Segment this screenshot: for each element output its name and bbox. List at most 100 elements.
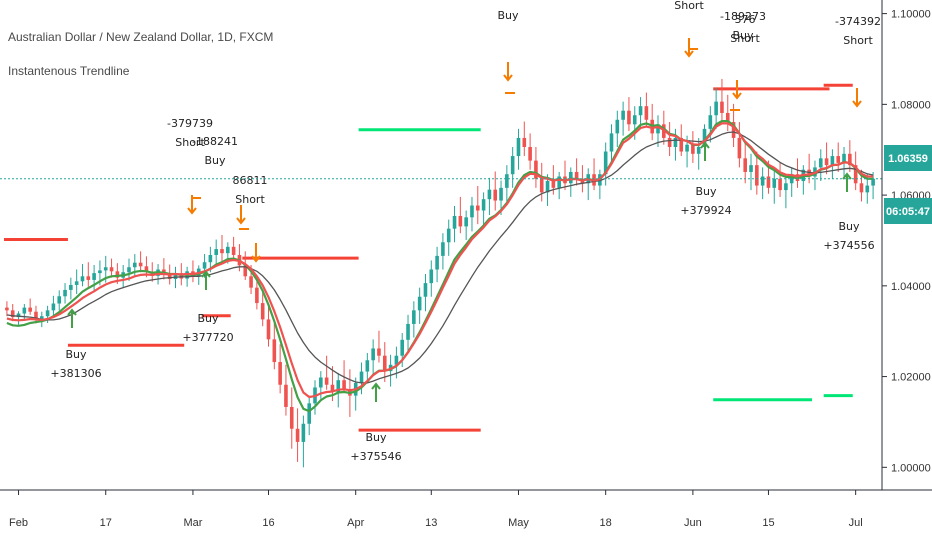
signal-annotation-label: -188241: [192, 135, 238, 148]
candle-body: [272, 339, 277, 363]
signal-annotation-label: Buy: [204, 154, 226, 167]
candle-body: [760, 176, 765, 186]
candle-body: [464, 217, 468, 227]
candle-body: [63, 289, 67, 297]
candle: [16, 311, 21, 325]
candle-body: [144, 266, 149, 272]
signal-annotation-label: -189273: [720, 10, 766, 23]
candle-body: [115, 271, 120, 278]
candle-body: [574, 171, 579, 179]
time-tick-label: Apr: [347, 517, 364, 529]
candle: [534, 147, 538, 188]
candle-body: [16, 313, 21, 318]
candle: [284, 364, 288, 416]
candles: [5, 78, 875, 468]
candle-body: [627, 110, 631, 125]
candle-body: [86, 276, 91, 280]
candle: [278, 344, 282, 394]
candle-body: [615, 119, 620, 134]
candle: [696, 137, 701, 170]
time-axis[interactable]: Feb 17 Mar 16 Apr 13 May 18 Jun 15 Jul: [9, 490, 863, 529]
candle: [475, 186, 480, 225]
signal-annotation-label: Short: [175, 136, 205, 149]
time-tick-label: May: [508, 517, 529, 529]
candle: [743, 142, 748, 184]
candle-body: [673, 137, 678, 147]
short-arrow-head: [684, 50, 694, 58]
signal-annotation-label: +106733: [482, 0, 533, 3]
current-price-badge: [884, 145, 932, 171]
signal-annotation-label: Buy: [838, 220, 860, 233]
candle-body: [132, 262, 137, 268]
candle-body: [871, 178, 875, 186]
candle-body: [632, 115, 637, 125]
candle: [63, 283, 67, 304]
price-tick-label: 1.04000: [891, 281, 931, 293]
candle-body: [92, 273, 96, 280]
candle-body: [406, 323, 410, 340]
signal-annotation-label: 86811: [233, 174, 268, 187]
candle-body: [243, 265, 248, 277]
candle: [69, 277, 73, 300]
candle: [755, 151, 759, 195]
candle: [220, 235, 224, 262]
signal-annotation-label: Buy: [65, 348, 87, 361]
candle-body: [784, 183, 788, 191]
candle-body: [202, 262, 207, 269]
candle-body: [702, 128, 707, 147]
candle-body: [667, 137, 672, 147]
candle-body: [848, 153, 852, 166]
candle-body: [214, 249, 218, 255]
candle-body: [365, 360, 370, 372]
candle: [295, 408, 300, 462]
candle-body: [266, 319, 271, 340]
candle: [516, 128, 521, 170]
time-tick-label: Jun: [684, 517, 702, 529]
candle-body: [545, 181, 550, 193]
candle-body: [505, 174, 509, 188]
candle-body: [423, 283, 428, 297]
buy-arrow-icon: [371, 382, 381, 402]
buy-arrow-icon: [201, 270, 211, 290]
candle: [109, 258, 114, 278]
candle-body: [109, 267, 114, 272]
indicator-title[interactable]: Instantenous Trendline: [8, 64, 130, 78]
candle: [493, 171, 498, 211]
candle-body: [295, 428, 300, 442]
candle-body: [69, 284, 73, 290]
candle: [853, 151, 858, 191]
candle-body: [330, 384, 335, 392]
candle: [691, 131, 695, 163]
candle-body: [103, 267, 108, 271]
candle: [365, 352, 370, 383]
signal-annotation-label: +381306: [50, 367, 101, 380]
candle: [423, 274, 428, 312]
candle-body: [301, 423, 306, 442]
time-tick-label: 13: [425, 517, 437, 529]
candle: [377, 330, 381, 363]
signal-annotation-label: Short: [730, 32, 760, 45]
candle-body: [714, 101, 718, 116]
candle: [778, 162, 782, 197]
candle: [435, 246, 439, 283]
fast-trendline: [6, 120, 874, 413]
short-arrow-icon: [852, 88, 862, 108]
candle: [528, 133, 532, 170]
candle: [772, 169, 777, 204]
candle-body: [377, 348, 381, 356]
candle: [371, 339, 375, 374]
symbol-title[interactable]: Australian Dollar / New Zealand Dollar, …: [8, 30, 274, 44]
candle-body: [22, 307, 27, 314]
signal-annotation-label: +377720: [182, 331, 233, 344]
buy-arrow-head: [67, 308, 77, 316]
candle: [557, 171, 561, 200]
candle: [34, 305, 38, 324]
short-arrow-icon: [732, 80, 742, 100]
candle-body: [807, 169, 811, 177]
candle: [266, 303, 271, 347]
candle: [28, 298, 32, 315]
candle-body: [865, 185, 870, 193]
candle: [656, 115, 660, 147]
candle-body: [725, 112, 730, 123]
